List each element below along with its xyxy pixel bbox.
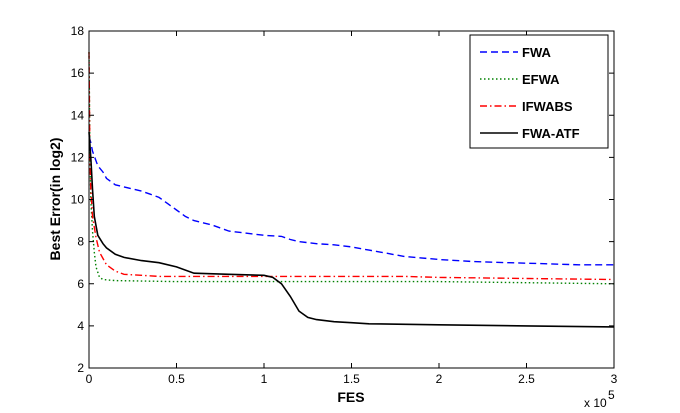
y-tick-label: 8 (77, 235, 84, 249)
series-line-efwa (88, 52, 615, 285)
y-tick-label: 12 (71, 150, 85, 164)
x-axis-title: FES (337, 389, 364, 405)
x-tick-label: 1 (261, 372, 268, 386)
y-tick-label: 14 (71, 108, 85, 122)
legend-label-fwa: FWA (522, 45, 551, 60)
series-line-ifwabs (88, 52, 615, 281)
x-tick-label: 0.5 (168, 372, 185, 386)
x-tick-label: 1.5 (343, 372, 360, 386)
legend-label-fwa-atf: FWA-ATF (522, 126, 580, 141)
x-multiplier: x 10 (584, 396, 607, 410)
y-axis-title: Best Error(in log2) (47, 138, 63, 261)
legend-label-ifwabs: IFWABS (522, 99, 573, 114)
y-tick-label: 16 (71, 66, 85, 80)
x-multiplier-exponent: 5 (608, 388, 615, 402)
y-tick-label: 4 (77, 319, 84, 333)
series-layer (88, 52, 615, 328)
tick-layer: 0 0.5 1 1.5 2 2.5 3 2 4 6 8 10 12 14 16 18 (71, 24, 618, 386)
x-tick-label: 2 (436, 372, 443, 386)
legend-label-efwa: EFWA (522, 72, 560, 87)
y-tick-label: 10 (71, 193, 85, 207)
x-tick-label: 2.5 (518, 372, 535, 386)
y-tick-label: 18 (71, 24, 85, 38)
series-line-fwa-atf (88, 132, 615, 328)
y-tick-label: 2 (77, 361, 84, 375)
legend: FWA EFWA IFWABS FWA-ATF (469, 34, 609, 149)
legend-items: FWA EFWA IFWABS FWA-ATF (480, 45, 580, 141)
legend-box (469, 34, 609, 149)
x-tick-label: 0 (86, 372, 93, 386)
series-line-fwa (88, 136, 614, 266)
x-tick-label: 3 (611, 372, 618, 386)
y-tick-label: 6 (77, 277, 84, 291)
